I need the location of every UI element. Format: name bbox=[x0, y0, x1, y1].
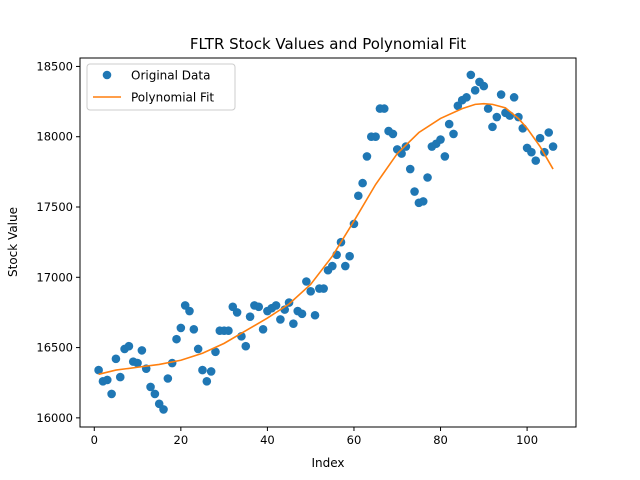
data-point bbox=[505, 111, 515, 120]
y-axis-label: Stock Value bbox=[6, 207, 20, 277]
plot-frame bbox=[79, 57, 577, 428]
x-tick-label: 0 bbox=[91, 433, 98, 447]
data-point bbox=[466, 70, 476, 80]
data-point bbox=[535, 133, 545, 143]
data-point bbox=[107, 389, 116, 399]
data-point bbox=[470, 86, 480, 95]
data-point bbox=[254, 302, 264, 312]
data-point bbox=[306, 287, 315, 296]
data-point bbox=[354, 191, 363, 201]
data-point bbox=[115, 372, 125, 382]
data-point bbox=[133, 358, 142, 368]
data-point bbox=[319, 284, 328, 293]
data-point bbox=[185, 306, 194, 316]
data-point bbox=[163, 374, 173, 383]
data-point bbox=[462, 93, 471, 102]
data-point bbox=[193, 344, 203, 354]
data-point bbox=[159, 405, 168, 414]
legend-label-polynomial-fit: Polynomial Fit bbox=[131, 91, 214, 105]
data-point bbox=[440, 152, 450, 161]
data-point bbox=[297, 309, 307, 319]
data-point bbox=[388, 129, 398, 139]
y-tick-label: 17000 bbox=[36, 270, 73, 284]
data-point bbox=[310, 310, 320, 320]
data-point bbox=[241, 341, 251, 351]
data-point bbox=[444, 119, 454, 129]
legend-box bbox=[86, 63, 236, 111]
data-point bbox=[232, 308, 242, 317]
data-point bbox=[206, 367, 216, 376]
data-point bbox=[211, 347, 220, 357]
fit-line bbox=[98, 102, 554, 376]
data-point bbox=[531, 156, 541, 165]
x-axis-label: Index bbox=[311, 456, 344, 470]
x-tick-label: 60 bbox=[347, 433, 362, 447]
y-tick-label: 18500 bbox=[36, 59, 73, 73]
x-tick-label: 20 bbox=[174, 433, 189, 447]
data-point bbox=[137, 346, 147, 355]
data-point bbox=[548, 142, 558, 151]
data-point bbox=[544, 128, 554, 137]
data-point bbox=[172, 334, 181, 344]
data-point bbox=[345, 251, 354, 261]
data-point bbox=[198, 365, 207, 375]
data-point bbox=[111, 354, 121, 364]
data-point bbox=[509, 93, 519, 102]
data-point bbox=[289, 319, 298, 328]
data-point bbox=[371, 132, 380, 142]
data-point bbox=[449, 129, 458, 139]
data-point bbox=[479, 81, 489, 91]
data-point bbox=[423, 173, 432, 182]
legend-marker-original-data bbox=[102, 70, 112, 80]
x-tick-label: 80 bbox=[433, 433, 448, 447]
data-point bbox=[224, 326, 233, 336]
data-point bbox=[358, 178, 367, 188]
data-point bbox=[124, 341, 134, 351]
data-point bbox=[518, 123, 528, 133]
y-tick-label: 17500 bbox=[36, 200, 73, 214]
data-point bbox=[483, 104, 493, 113]
legend-label-original-data: Original Data bbox=[131, 69, 210, 83]
data-point bbox=[258, 325, 268, 334]
y-tick-label: 16000 bbox=[36, 411, 73, 425]
data-point bbox=[401, 142, 411, 151]
data-point bbox=[189, 325, 199, 334]
y-tick-label: 18000 bbox=[36, 130, 73, 144]
legend: Original Data Polynomial Fit bbox=[86, 63, 236, 111]
plot-area: 0 20 40 60 80 100 16000 16500 17000 17500 18000 185… bbox=[36, 57, 577, 447]
chart-title: FLTR Stock Values and Polynomial Fit bbox=[190, 35, 466, 53]
data-point bbox=[488, 122, 497, 132]
data-point bbox=[202, 377, 212, 386]
data-point bbox=[271, 301, 281, 310]
data-point bbox=[302, 277, 311, 286]
data-point bbox=[527, 147, 536, 157]
data-point bbox=[436, 135, 445, 144]
data-point bbox=[379, 104, 389, 113]
y-tick-label: 16500 bbox=[36, 341, 73, 355]
x-tick-label: 40 bbox=[260, 433, 275, 447]
data-point bbox=[146, 382, 155, 392]
data-point bbox=[492, 112, 502, 122]
data-point bbox=[94, 365, 103, 375]
data-point bbox=[362, 152, 372, 161]
data-point bbox=[102, 375, 112, 385]
data-point bbox=[245, 312, 255, 321]
data-point bbox=[418, 197, 428, 206]
data-point bbox=[328, 261, 337, 271]
data-point bbox=[150, 389, 160, 399]
data-point bbox=[341, 261, 350, 271]
data-point bbox=[410, 187, 419, 196]
data-point bbox=[496, 90, 506, 99]
data-point bbox=[405, 164, 415, 174]
data-point bbox=[176, 323, 186, 333]
data-point bbox=[276, 315, 285, 324]
x-tick-label: 100 bbox=[516, 433, 538, 447]
data-point bbox=[514, 112, 523, 122]
